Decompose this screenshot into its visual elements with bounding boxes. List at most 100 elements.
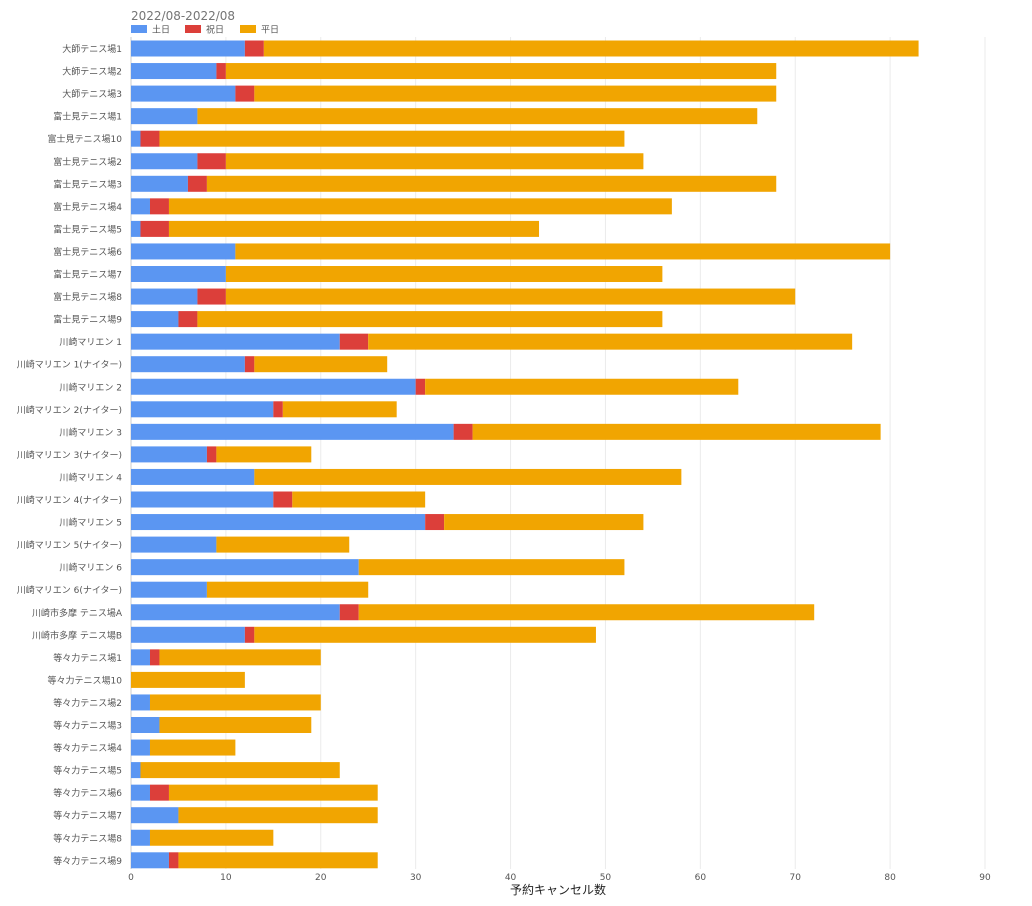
category-label: 等々力テニス場7 — [53, 810, 122, 822]
bar-segment — [149, 694, 321, 711]
bar-segment — [263, 40, 919, 57]
bar-segment — [131, 311, 179, 328]
legend-swatch — [131, 25, 147, 33]
category-label: 川崎マリエン 1 — [59, 336, 122, 348]
category-label: 富士見テニス場8 — [53, 291, 122, 303]
bar-segment — [187, 175, 207, 192]
bar-segment — [225, 266, 663, 282]
bar-segment — [178, 852, 378, 869]
bar-segment — [197, 311, 663, 328]
bar-segment — [254, 468, 682, 485]
category-label: 等々力テニス場8 — [53, 832, 122, 844]
category-label: 富士見テニス場4 — [53, 201, 122, 213]
bar-segment — [131, 852, 169, 869]
bar-segment — [216, 63, 226, 80]
legend-swatch — [185, 25, 201, 33]
bar-segment — [131, 198, 150, 215]
x-tick-label: 80 — [884, 873, 896, 883]
category-label: 富士見テニス場9 — [53, 314, 122, 326]
bar-segment — [235, 85, 255, 102]
bar-segment — [131, 604, 340, 621]
bar-segment — [339, 333, 369, 350]
bar-segment — [197, 288, 226, 305]
bar-segment — [131, 807, 179, 824]
bar-segment — [131, 581, 207, 598]
bar-segment — [168, 220, 540, 237]
category-label: 川崎マリエン 5 — [59, 517, 122, 529]
category-label: 川崎マリエン 1(ナイター) — [17, 359, 122, 371]
bar-segment — [244, 626, 255, 643]
bar-segment — [235, 243, 891, 260]
x-tick-label: 10 — [220, 873, 232, 883]
category-label: 川崎マリエン 6 — [59, 562, 122, 574]
bar-segment — [254, 626, 596, 643]
bar-segment — [131, 491, 274, 508]
category-label: 富士見テニス場10 — [48, 133, 123, 145]
bar-segment — [292, 491, 426, 508]
bar-segment — [140, 220, 169, 237]
bar-segment — [168, 784, 378, 801]
bar-segment — [131, 130, 141, 147]
bar-segment — [216, 536, 350, 553]
bar-segment — [131, 649, 150, 666]
bar-segment — [178, 311, 198, 328]
bar-segment — [472, 423, 881, 440]
legend-label: 祝日 — [206, 24, 224, 36]
x-tick-label: 40 — [505, 873, 517, 883]
bar-segment — [225, 288, 796, 305]
bar-segment — [273, 491, 293, 508]
category-label: 富士見テニス場6 — [53, 246, 122, 258]
category-label: 川崎マリエン 3 — [59, 426, 122, 438]
bar-segment — [131, 762, 141, 779]
bar-segment — [131, 468, 255, 485]
category-label: 富士見テニス場3 — [53, 178, 122, 190]
bar-segment — [168, 852, 179, 869]
bar-segment — [140, 762, 340, 779]
category-label: 等々力テニス場4 — [53, 742, 122, 754]
category-label: 等々力テニス場6 — [53, 787, 122, 799]
category-label: 川崎マリエン 5(ナイター) — [17, 539, 122, 551]
bar-segment — [282, 401, 397, 418]
bar-segment — [131, 559, 359, 576]
bar-segment — [131, 536, 217, 553]
x-tick-label: 0 — [128, 873, 134, 883]
category-label: 等々力テニス場3 — [53, 720, 122, 732]
bar-segment — [149, 649, 160, 666]
bar-segment — [131, 220, 141, 237]
bar-segment — [206, 581, 369, 598]
category-label: 川崎マリエン 2(ナイター) — [17, 404, 122, 416]
bar-segment — [149, 739, 236, 756]
bar-segment — [244, 356, 255, 373]
bar-segment — [206, 446, 217, 463]
bar-segment — [131, 288, 198, 305]
bar-segment — [131, 514, 426, 531]
bar-segment — [131, 784, 150, 801]
bar-segment — [197, 108, 758, 125]
bar-segment — [131, 829, 150, 846]
bar-segment — [453, 423, 473, 440]
category-label: 川崎マリエン 4(ナイター) — [17, 494, 122, 506]
category-label: 大師テニス場3 — [62, 88, 122, 100]
bar-segment — [149, 784, 169, 801]
bar-segment — [425, 378, 739, 395]
bar-segment — [415, 378, 426, 395]
bar-segment — [244, 40, 264, 57]
x-tick-label: 70 — [789, 873, 801, 883]
bar-segment — [225, 63, 777, 80]
bar-segment — [131, 85, 236, 102]
x-tick-label: 50 — [600, 873, 612, 883]
bar-segment — [206, 175, 777, 192]
bar-segment — [131, 671, 245, 688]
category-label: 川崎マリエン 6(ナイター) — [17, 584, 122, 596]
bar-segment — [358, 559, 625, 576]
chart-title: 2022/08-2022/08 — [131, 9, 235, 23]
bar-segment — [178, 807, 378, 824]
category-label: 川崎マリエン 2 — [59, 381, 122, 393]
bar-segment — [131, 423, 454, 440]
bar-segment — [444, 514, 644, 531]
bar-segment — [254, 356, 388, 373]
bar-segment — [149, 829, 274, 846]
category-label: 等々力テニス場1 — [53, 652, 122, 664]
gridlines — [130, 37, 986, 869]
